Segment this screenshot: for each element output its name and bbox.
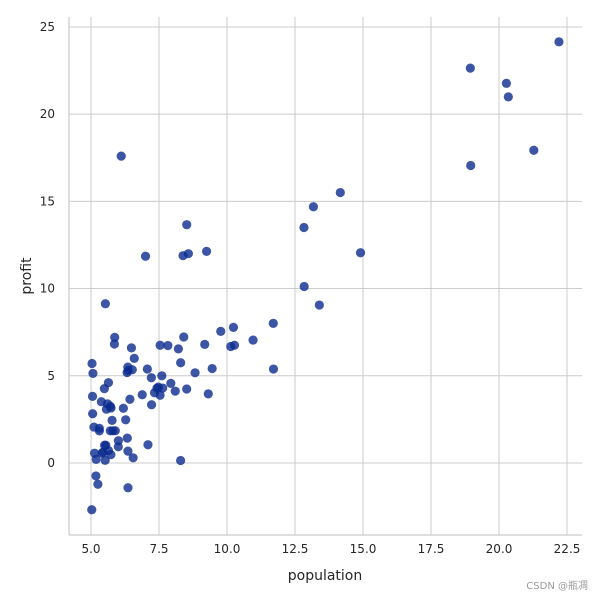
data-point xyxy=(299,222,309,233)
data-point xyxy=(203,389,213,399)
data-point xyxy=(228,322,239,332)
y-tick-label: 5 xyxy=(47,369,55,383)
data-point xyxy=(103,378,114,388)
data-point xyxy=(88,409,98,419)
data-point xyxy=(176,358,186,368)
data-point xyxy=(201,246,212,256)
data-point xyxy=(299,281,309,292)
grid xyxy=(69,17,582,535)
y-tick-label: 0 xyxy=(47,456,55,470)
data-point xyxy=(173,344,183,354)
data-point xyxy=(182,220,192,230)
x-tick-label: 10.0 xyxy=(214,542,241,556)
data-point xyxy=(157,371,167,381)
data-point xyxy=(143,440,153,450)
data-point xyxy=(109,339,120,349)
data-point xyxy=(87,391,98,402)
data-point xyxy=(158,383,168,393)
data-point xyxy=(529,145,539,155)
data-point xyxy=(146,400,157,410)
x-tick-label: 15.0 xyxy=(350,542,377,556)
data-point xyxy=(465,63,475,73)
y-axis-label: profit xyxy=(19,257,35,295)
watermark: CSDN @瓶凋 xyxy=(526,581,588,592)
y-tick-label: 15 xyxy=(40,194,55,208)
data-point xyxy=(110,332,120,342)
data-point xyxy=(98,447,108,457)
data-point xyxy=(100,299,110,309)
data-point xyxy=(87,358,97,369)
data-point xyxy=(87,505,97,515)
data-point xyxy=(127,365,137,375)
data-point xyxy=(355,248,366,258)
x-tick-label: 7.5 xyxy=(149,542,168,556)
data-point xyxy=(216,326,226,337)
data-point xyxy=(123,483,133,493)
data-point xyxy=(170,386,180,396)
data-point xyxy=(183,249,193,259)
x-tick-label: 17.5 xyxy=(418,542,445,556)
data-point xyxy=(200,339,210,350)
data-point xyxy=(140,251,151,261)
data-point xyxy=(93,479,103,489)
data-point xyxy=(118,403,128,413)
data-point xyxy=(128,453,138,463)
data-point xyxy=(91,454,101,465)
data-point xyxy=(116,151,126,161)
y-tick-label: 10 xyxy=(40,282,55,296)
data-point xyxy=(163,340,173,351)
data-point xyxy=(113,442,123,452)
data-point xyxy=(88,368,98,379)
data-point xyxy=(466,160,476,171)
data-point xyxy=(122,433,132,443)
data-point xyxy=(105,426,115,436)
data-point xyxy=(248,335,258,345)
data-point xyxy=(107,415,117,426)
data-point xyxy=(314,300,324,310)
axes: 5.0 7.5 10.0 12.5 15.0 17.5 20.0 22.5 0 5 10 15 20 25 xyxy=(40,17,582,556)
data-point xyxy=(106,450,116,460)
points xyxy=(87,37,564,515)
data-point xyxy=(182,384,192,394)
data-point xyxy=(501,78,511,88)
data-point xyxy=(126,343,137,353)
data-point xyxy=(503,92,513,102)
data-point xyxy=(91,471,101,481)
data-point xyxy=(179,332,189,342)
data-point xyxy=(123,446,133,456)
x-axis-label: population xyxy=(288,568,363,584)
data-point xyxy=(100,455,110,465)
data-point xyxy=(137,390,147,400)
x-tick-label: 5.0 xyxy=(81,542,100,556)
y-tick-label: 25 xyxy=(40,20,55,34)
data-point xyxy=(94,423,104,433)
data-point xyxy=(129,353,139,363)
x-tick-label: 20.0 xyxy=(486,542,513,556)
data-point xyxy=(125,394,135,404)
y-tick-label: 20 xyxy=(40,107,55,121)
data-point xyxy=(155,390,165,400)
x-tick-label: 22.5 xyxy=(554,542,581,556)
data-point xyxy=(308,202,319,212)
data-point xyxy=(335,187,345,198)
data-point xyxy=(121,415,131,425)
data-point xyxy=(100,440,110,450)
x-tick-label: 12.5 xyxy=(282,542,309,556)
data-point xyxy=(268,364,279,374)
data-point xyxy=(229,340,240,350)
data-point xyxy=(146,373,156,383)
data-point xyxy=(554,37,564,47)
data-point xyxy=(207,363,217,374)
data-point xyxy=(142,364,152,374)
data-point xyxy=(190,368,200,378)
data-point xyxy=(166,378,176,388)
data-point xyxy=(176,455,186,466)
data-point xyxy=(102,399,113,409)
data-point xyxy=(268,318,278,328)
data-point xyxy=(155,340,165,350)
